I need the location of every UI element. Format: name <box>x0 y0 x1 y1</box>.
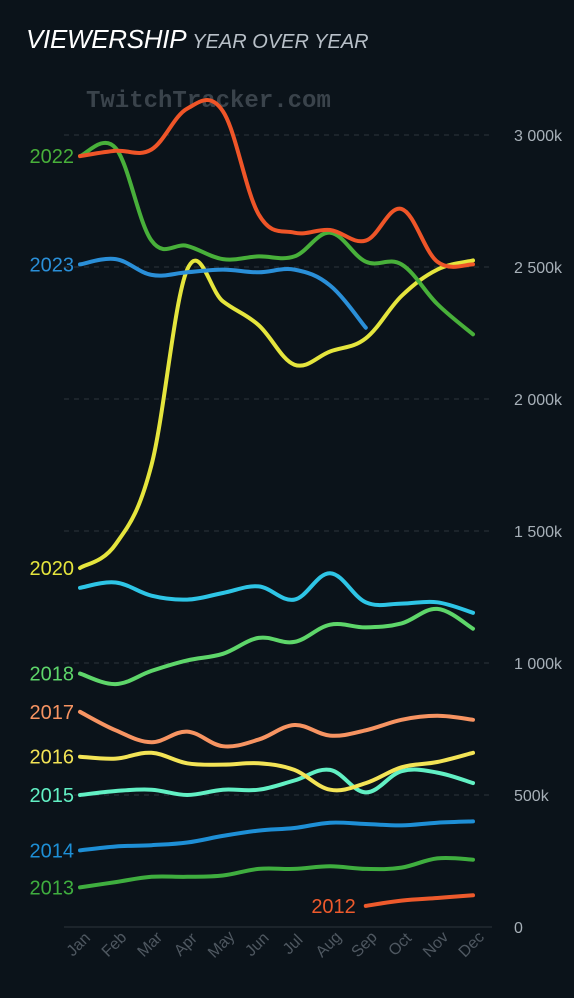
series-labels: 2012 2013 2014 2015 2016 2017 2018 2020 2022 2023 <box>30 146 356 918</box>
series-label-2018: 2018 <box>30 664 75 686</box>
series-line-2023 <box>78 256 368 330</box>
x-axis-ticks: Jan Feb Mar Apr May Jun Jul Aug Sep Oct Nov Dec <box>64 928 488 961</box>
x-tick-label: Dec <box>456 929 488 961</box>
series-line-2022 <box>78 98 475 269</box>
x-tick-label: Sep <box>349 929 381 961</box>
x-tick-label: Apr <box>171 930 201 960</box>
series-line-2013 <box>78 855 475 890</box>
series-label-2022: 2022 <box>30 146 75 168</box>
series-label-2014: 2014 <box>30 840 75 862</box>
chart-title: VIEWERSHIP <box>26 24 187 54</box>
series-label-2015: 2015 <box>30 785 75 807</box>
series-line-2022 <box>78 140 475 337</box>
series-line-2015 <box>78 767 475 797</box>
x-tick-label: Aug <box>313 929 345 961</box>
x-tick-label: Jan <box>64 930 94 960</box>
y-tick-label: 1 500k <box>514 524 563 541</box>
series-label-2013: 2013 <box>30 877 75 899</box>
x-tick-label: Mar <box>135 929 167 961</box>
grid <box>64 134 492 928</box>
series-label-2016: 2016 <box>30 747 75 769</box>
series-line-2016 <box>78 750 475 793</box>
series-line-2018 <box>78 606 475 687</box>
y-tick-label: 500k <box>514 788 550 805</box>
x-tick-label: Jul <box>280 932 306 958</box>
y-tick-label: 2 000k <box>514 392 563 409</box>
y-tick-label: 2 500k <box>514 260 563 277</box>
series-line-2017 <box>78 709 475 749</box>
series-label-2012: 2012 <box>311 896 356 918</box>
x-tick-label: Feb <box>99 929 131 961</box>
y-tick-label: 3 000k <box>514 128 563 145</box>
y-tick-label: 1 000k <box>514 656 563 673</box>
series-label-2017: 2017 <box>30 702 75 724</box>
x-tick-label: Nov <box>420 929 452 961</box>
series-label-2023: 2023 <box>30 254 75 276</box>
series-line-2020 <box>78 258 475 570</box>
series-line-2012 <box>363 893 475 908</box>
y-axis-ticks: 0 500k 1 000k 1 500k 2 000k 2 500k 3 000k <box>514 128 563 937</box>
y-tick-label: 0 <box>514 920 523 937</box>
x-tick-label: Jun <box>242 930 272 960</box>
series-lines <box>78 98 475 908</box>
x-tick-label: Oct <box>386 930 416 960</box>
chart-subtitle: YEAR OVER YEAR <box>192 31 368 53</box>
series-label-2020: 2020 <box>30 558 75 580</box>
series-line-2014 <box>78 819 475 853</box>
series-line-2019 <box>78 571 475 615</box>
x-tick-label: May <box>205 928 238 961</box>
